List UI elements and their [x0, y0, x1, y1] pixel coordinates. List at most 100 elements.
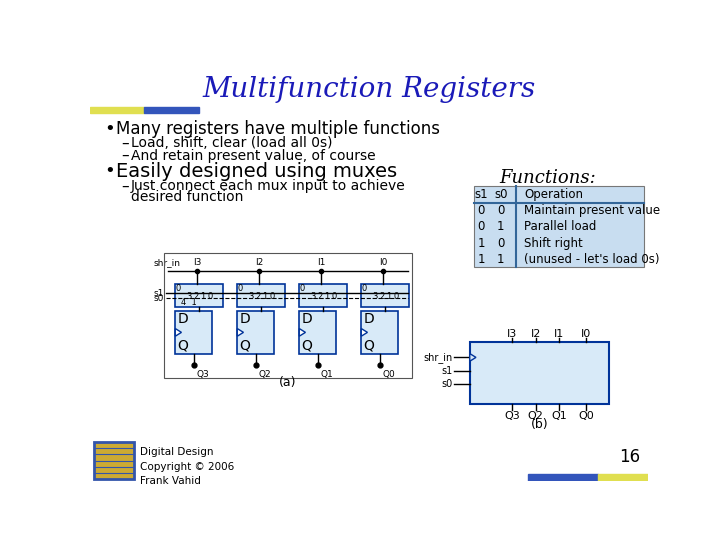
Text: Q: Q [178, 339, 189, 353]
Polygon shape [469, 354, 476, 361]
Text: 1: 1 [477, 237, 485, 249]
Text: –: – [121, 136, 129, 151]
Bar [300, 311, 336, 354]
Polygon shape [300, 328, 305, 336]
Text: I2: I2 [255, 258, 263, 267]
Bar [163, 253, 412, 378]
Text: 2: 2 [256, 292, 261, 301]
Text: D: D [364, 312, 374, 326]
Bar [528, 474, 598, 481]
Text: D: D [240, 312, 251, 326]
Text: 0: 0 [394, 292, 399, 301]
Bar [175, 284, 223, 307]
Text: s0: s0 [494, 188, 508, 201]
Polygon shape [175, 328, 181, 336]
Text: Q0: Q0 [578, 411, 594, 421]
Text: 0: 0 [477, 220, 485, 233]
Text: 0: 0 [497, 204, 505, 217]
Text: 0: 0 [207, 292, 212, 301]
Bar [90, 107, 144, 112]
Text: Q: Q [302, 339, 312, 353]
Text: Q3: Q3 [505, 411, 521, 421]
Text: I1: I1 [317, 258, 325, 267]
Text: 0: 0 [497, 237, 505, 249]
Bar [474, 186, 644, 267]
Text: Maintain present value: Maintain present value [524, 204, 660, 217]
Text: 4  1: 4 1 [181, 298, 197, 307]
Text: Digital Design
Copyright © 2006
Frank Vahid: Digital Design Copyright © 2006 Frank Va… [140, 447, 235, 487]
Bar [238, 284, 285, 307]
Text: 16: 16 [619, 449, 640, 467]
Text: 1: 1 [477, 253, 485, 266]
Text: 1: 1 [201, 292, 206, 301]
Text: Q: Q [364, 339, 374, 353]
Text: I3: I3 [508, 329, 518, 339]
Text: Q0: Q0 [382, 370, 395, 379]
Text: Multifunction Registers: Multifunction Registers [202, 76, 536, 103]
Bar [144, 107, 199, 112]
Text: 1: 1 [387, 292, 392, 301]
Text: 1: 1 [497, 253, 505, 266]
Text: 1: 1 [497, 220, 505, 233]
Text: 0: 0 [176, 285, 181, 293]
Text: Parallel load: Parallel load [524, 220, 596, 233]
Text: Operation: Operation [524, 188, 583, 201]
Text: Easily designed using muxes: Easily designed using muxes [116, 161, 397, 180]
Text: Q1: Q1 [551, 411, 567, 421]
Text: Shift right: Shift right [524, 237, 582, 249]
Text: 0: 0 [300, 285, 305, 293]
Text: 3: 3 [372, 292, 378, 301]
Text: 2: 2 [318, 292, 323, 301]
Text: 1: 1 [325, 292, 330, 301]
Text: 0: 0 [331, 292, 337, 301]
Text: I3: I3 [193, 258, 201, 267]
Text: (a): (a) [279, 376, 297, 389]
Text: –: – [121, 148, 129, 163]
Text: Load, shift, clear (load all 0s): Load, shift, clear (load all 0s) [131, 136, 333, 150]
Polygon shape [361, 328, 367, 336]
Text: •: • [104, 162, 114, 180]
Text: 3: 3 [310, 292, 316, 301]
Bar [361, 311, 398, 354]
Bar [598, 474, 648, 481]
Text: shr_in: shr_in [423, 352, 453, 363]
Text: 0: 0 [477, 204, 485, 217]
Text: Q3: Q3 [196, 370, 209, 379]
Bar [94, 442, 134, 479]
Text: 0: 0 [361, 285, 367, 293]
Text: 3: 3 [248, 292, 254, 301]
Text: D: D [178, 312, 189, 326]
Text: I0: I0 [581, 329, 591, 339]
Text: Just connect each mux input to achieve: Just connect each mux input to achieve [131, 179, 406, 193]
Bar [175, 311, 212, 354]
Text: s1: s1 [441, 366, 453, 376]
Text: shr_in: shr_in [154, 258, 181, 267]
Text: 0: 0 [238, 285, 243, 293]
Text: Q2: Q2 [528, 411, 544, 421]
Text: 3: 3 [186, 292, 192, 301]
Bar [300, 284, 347, 307]
Text: s1: s1 [154, 289, 164, 298]
Text: •: • [104, 120, 114, 138]
Text: (unused - let's load 0s): (unused - let's load 0s) [524, 253, 660, 266]
Bar [361, 284, 409, 307]
Bar [469, 342, 609, 403]
Text: I0: I0 [379, 258, 387, 267]
Text: I2: I2 [531, 329, 541, 339]
Text: 2: 2 [194, 292, 199, 301]
Text: I1: I1 [554, 329, 564, 339]
Text: Many registers have multiple functions: Many registers have multiple functions [116, 120, 440, 138]
Text: Q2: Q2 [258, 370, 271, 379]
Text: D: D [302, 312, 312, 326]
Text: s0: s0 [154, 294, 164, 302]
Text: 1: 1 [263, 292, 268, 301]
Text: s0: s0 [441, 379, 453, 389]
Bar [474, 186, 644, 267]
Text: 0: 0 [269, 292, 275, 301]
Text: Functions:: Functions: [499, 169, 595, 187]
Text: Q1: Q1 [320, 370, 333, 379]
Text: (b): (b) [531, 418, 549, 431]
Text: Q: Q [240, 339, 251, 353]
Text: s1: s1 [474, 188, 488, 201]
Polygon shape [238, 328, 243, 336]
